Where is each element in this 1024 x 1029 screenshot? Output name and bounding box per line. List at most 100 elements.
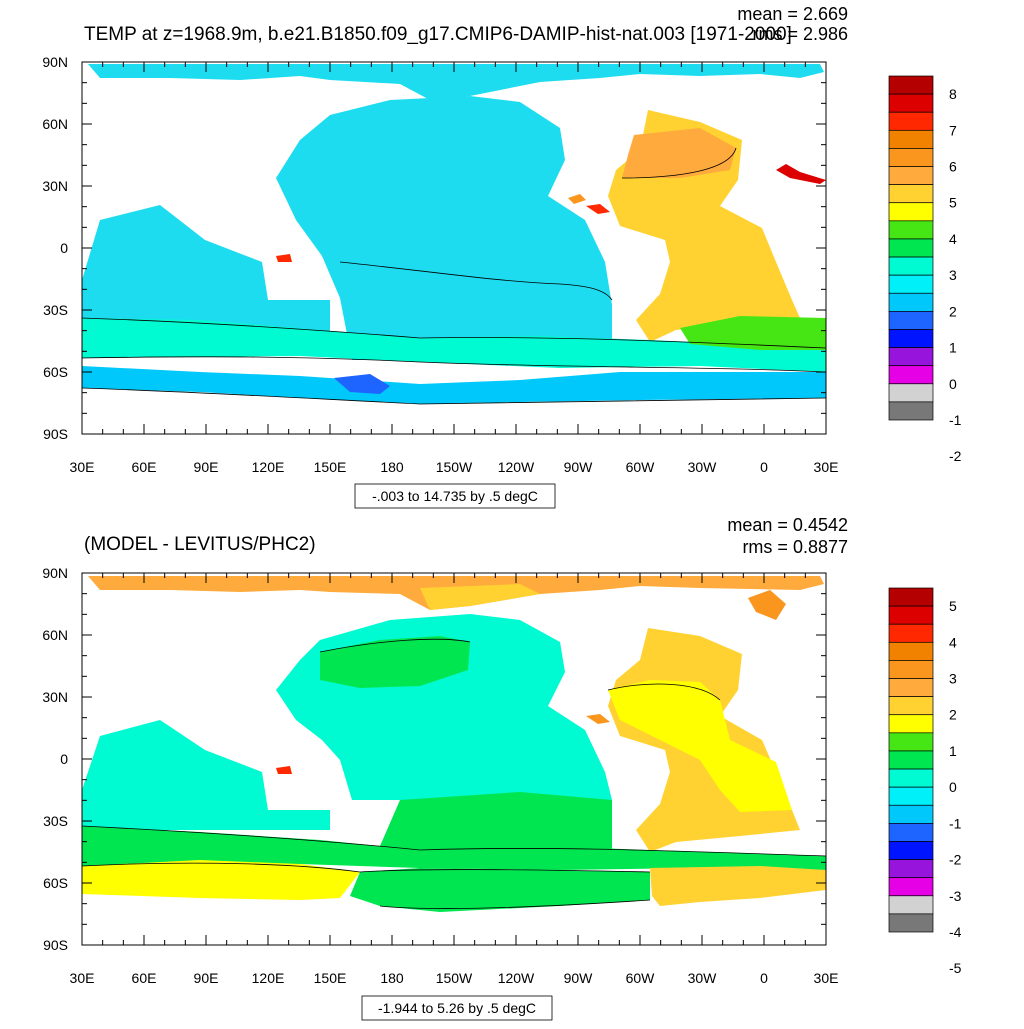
colorbar-swatch: [888, 587, 934, 607]
colorbar-swatch: [888, 166, 934, 185]
colorbar-label: 4: [949, 231, 957, 247]
panel-2-arctic-yellow: [420, 584, 540, 610]
colorbar-label: 5: [949, 195, 957, 211]
lon-label: 120E: [252, 970, 285, 986]
lon-label: 180: [380, 459, 404, 475]
colorbar-swatch: [888, 274, 934, 294]
panel-1-antarctic-rim: [82, 366, 826, 404]
panel-2-lat-ticks: [82, 572, 826, 946]
panel-2-atlantic-yellow: [608, 680, 792, 812]
panel-2-red-patch: [276, 766, 292, 774]
lon-label: 0: [760, 970, 768, 986]
panel-1-indian: [82, 205, 330, 345]
lon-label: 90E: [194, 459, 219, 475]
panel-2-south-pacific-green: [380, 792, 612, 852]
lon-label: 180: [380, 970, 404, 986]
panel-1-north-atlantic-warm: [622, 128, 736, 178]
colorbar-swatch: [888, 714, 934, 734]
panel-1-mean: mean = 2.669: [737, 4, 848, 24]
colorbar-swatch: [888, 786, 934, 806]
lon-label: 60E: [132, 970, 157, 986]
colorbar-label: 0: [949, 376, 957, 392]
colorbar-swatch: [888, 913, 934, 933]
lon-label: 60W: [626, 970, 656, 986]
lat-label: 90N: [42, 565, 68, 581]
lat-label: 90S: [43, 937, 68, 953]
panel-1-south-atlantic-green: [680, 316, 826, 350]
panel-2-map: [81, 576, 827, 912]
colorbar-swatch: [888, 732, 934, 752]
colorbar-label: 3: [949, 267, 957, 283]
panel-1-title: TEMP at z=1968.9m, b.e21.B1850.f09_g17.C…: [84, 24, 792, 45]
panel-2-range-label: -1.944 to 5.26 by .5 degC: [378, 1000, 536, 1016]
lon-label: 30E: [814, 459, 839, 475]
colorbar-swatch: [888, 678, 934, 697]
lon-label: 30E: [814, 970, 839, 986]
colorbar-swatch: [888, 220, 934, 240]
colorbar-swatch: [888, 641, 934, 661]
lon-label: 150W: [436, 459, 473, 475]
colorbar-swatch: [888, 148, 934, 167]
lon-label: 30E: [70, 970, 95, 986]
lat-label: 60N: [42, 116, 68, 132]
panel-2-lon-labels: 30E 60E 90E 120E 150E 180 150W 120W 90W 60W 30W 0 30…: [70, 970, 839, 986]
lon-label: 120E: [252, 459, 285, 475]
colorbar-label: 8: [949, 86, 957, 102]
colorbar-label: 6: [949, 159, 957, 175]
lon-label: 90E: [194, 970, 219, 986]
lon-label: 150E: [314, 459, 347, 475]
panel-2-mean: mean = 0.4542: [727, 515, 848, 535]
colorbar-label: 5: [949, 598, 957, 614]
panel-2-title: (MODEL - LEVITUS/PHC2): [84, 534, 316, 555]
colorbar-label: 1: [949, 340, 957, 356]
colorbar-label: 2: [949, 707, 957, 723]
colorbar-label: -4: [949, 924, 962, 940]
lon-label: 30E: [70, 459, 95, 475]
panel-1-lon-ticks: [81, 62, 827, 434]
panel-2-north-pacific-green: [320, 636, 470, 688]
colorbar-swatch: [888, 347, 934, 367]
colorbar-label: 0: [949, 779, 957, 795]
lat-label: 0: [60, 751, 68, 767]
lon-label: 150E: [314, 970, 347, 986]
lon-label: 120W: [498, 970, 535, 986]
colorbar-swatch: [888, 292, 934, 312]
lat-label: 30S: [43, 302, 68, 318]
colorbar-swatch: [888, 93, 934, 113]
colorbar-swatch: [888, 311, 934, 330]
colorbar-swatch: [888, 202, 934, 222]
colorbar-label: 7: [949, 122, 957, 138]
colorbar-label: 4: [949, 634, 957, 650]
colorbar-label: 3: [949, 671, 957, 687]
colorbar-swatch: [888, 184, 934, 204]
panel-1: TEMP at z=1968.9m, b.e21.B1850.f09_g17.C…: [42, 4, 962, 509]
colorbar-label: 2: [949, 303, 957, 319]
colorbar-label: -2: [949, 852, 962, 868]
lat-label: 30S: [43, 813, 68, 829]
lon-label: 60W: [626, 459, 656, 475]
colorbar-swatch: [888, 768, 934, 788]
panel-2-indian: [82, 720, 330, 830]
colorbar-swatch: [888, 895, 934, 915]
lon-label: 120W: [498, 459, 535, 475]
colorbar-swatch: [888, 238, 934, 258]
panel-2-southern-yellow: [82, 860, 360, 900]
colorbar-label: 1: [949, 743, 957, 759]
colorbar-swatch: [888, 750, 934, 770]
panel-1-rms: rms = 2.986: [752, 24, 848, 44]
lat-label: 0: [60, 240, 68, 256]
lon-label: 60E: [132, 459, 157, 475]
colorbar-swatch: [888, 605, 934, 625]
colorbar-swatch: [888, 696, 934, 716]
panel-1-range-label: -.003 to 14.735 by .5 degC: [372, 488, 538, 504]
lon-label: 90W: [564, 459, 594, 475]
colorbar-label: -5: [949, 960, 962, 976]
lon-label: 30W: [688, 970, 718, 986]
lon-label: 150W: [436, 970, 473, 986]
colorbar-swatch: [888, 877, 934, 897]
lat-label: 30N: [42, 689, 68, 705]
colorbar-swatch: [888, 823, 934, 842]
panel-2-colorbar: 5 4 3 2 1 0 -1 -2 -3 -4 -5: [888, 587, 962, 976]
panel-2-lat-labels: 90N 60N 30N 0 30S 60S 90S: [42, 565, 68, 953]
